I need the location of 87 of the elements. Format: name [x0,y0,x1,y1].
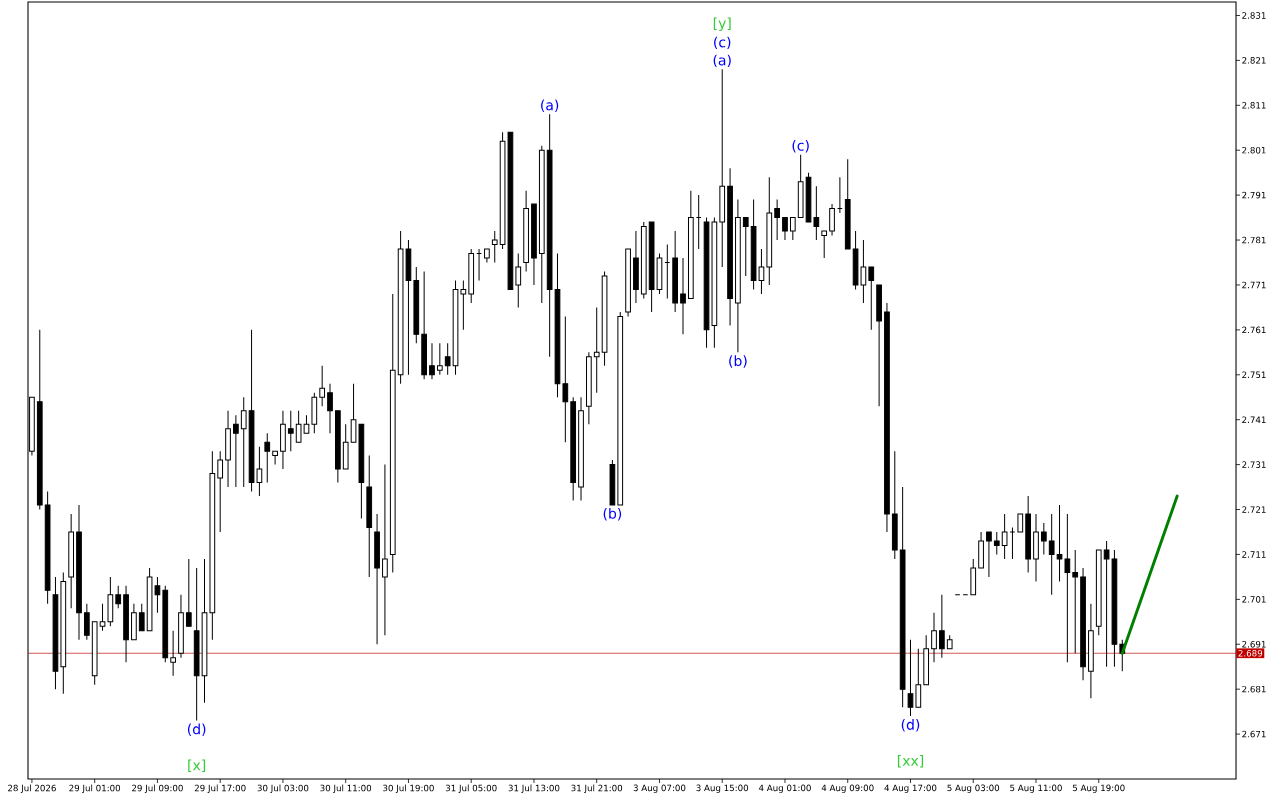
y-tick-label: 2.741 [1242,416,1266,423]
y-tick-label: 2.681 [1242,685,1266,693]
candlestick [1048,513,1055,596]
candlestick [185,558,192,627]
x-tick-label: 31 Jul 21:00 [571,784,623,793]
x-tick-label: 5 Aug 11:00 [1010,784,1062,793]
candlestick [939,594,945,659]
candlestick [593,306,600,394]
candlestick [829,203,835,237]
y-tick-label: 2.761 [1242,326,1266,334]
annotation: (b) [729,355,747,368]
x-tick-label: 4 Aug 01:00 [758,784,811,793]
x-tick-label: 4 Aug 09:00 [821,784,874,793]
x-tick-label: 29 Jul 17:00 [194,784,246,793]
y-tick-label: 2.811 [1242,102,1266,109]
y-tick-label: 2.701 [1242,596,1266,603]
x-tick-label: 5 Aug 03:00 [947,784,1000,793]
candlestick [264,432,271,484]
x-tick-label: 29 Jul 01:00 [69,784,121,793]
candlestick [907,639,914,717]
y-tick-label: 2.831 [1242,12,1266,19]
candlestick [319,365,326,407]
y-tick-label: 2.781 [1242,236,1266,244]
candlestick [915,648,922,708]
annotation: (d) [901,719,920,732]
candlestick [327,383,333,434]
candlestick [170,630,176,677]
x-tick-label: 4 Aug 17:00 [884,784,937,793]
annotation: (a) [541,99,559,113]
y-tick-label: 2.751 [1242,371,1266,379]
candlestick [680,257,686,335]
candlestick [1009,526,1016,560]
annotation: [y] [713,17,731,32]
x-tick-label: 31 Jul 05:00 [445,784,497,793]
candlestick [562,315,569,443]
candlestick [868,266,875,331]
ref-line-label: 2.689 [1238,649,1263,657]
candlestick [1001,513,1008,560]
candlestick [287,410,294,452]
y-tick-label: 2.721 [1242,506,1266,513]
y-tick-label: 2.711 [1242,551,1266,558]
y-tick-label: 2.821 [1242,57,1266,64]
y-tick-label: 2.771 [1242,281,1266,289]
annotation: [x] [188,759,206,773]
x-tick-label: 29 Jul 09:00 [132,784,183,793]
x-tick-label: 3 Aug 15:00 [696,784,749,793]
candlestick [742,217,749,277]
annotation: (d) [187,723,206,737]
candlestick [782,217,788,241]
candlestick [83,603,90,641]
annotation: (a) [713,54,731,68]
x-tick-label: 28 Jul 2026 [8,784,56,793]
y-tick-label: 2.691 [1242,641,1266,648]
candlestick [115,585,122,609]
x-tick-label: 30 Jul 19:00 [383,784,434,793]
annotation: (c) [792,139,809,153]
x-tick-label: 30 Jul 11:00 [320,784,372,793]
candlestick [240,396,247,488]
candlestick [444,342,451,376]
y-tick-label: 2.671 [1242,730,1266,738]
candlestick [382,464,388,636]
x-tick-label: 30 Jul 03:00 [257,784,309,793]
candlestick [986,531,992,578]
annotation: [xx] [897,755,924,768]
candlestick [821,230,828,259]
candlestick [1040,522,1047,555]
annotation: (c) [714,36,731,50]
candlestick [138,603,145,632]
candlestick [429,342,435,380]
y-tick-label: 2.801 [1242,146,1266,154]
candlestick [993,531,1000,555]
x-tick-label: 5 Aug 19:00 [1072,784,1125,793]
candlestick [789,217,796,241]
candlestick [515,253,522,308]
x-tick-label: 31 Jul 13:00 [508,784,560,793]
candlestick [774,199,780,241]
candlestick [217,450,224,533]
candlestick [931,612,937,663]
candlestick [1072,549,1079,654]
annotation: (b) [603,507,622,521]
y-tick-label: 2.791 [1242,191,1266,199]
candlestick [491,230,498,263]
x-tick-label: 3 Aug 07:00 [633,784,686,793]
y-tick-label: 2.731 [1242,461,1266,468]
candlestick [272,450,278,466]
candlestick [436,342,443,376]
candlestick [233,414,239,488]
